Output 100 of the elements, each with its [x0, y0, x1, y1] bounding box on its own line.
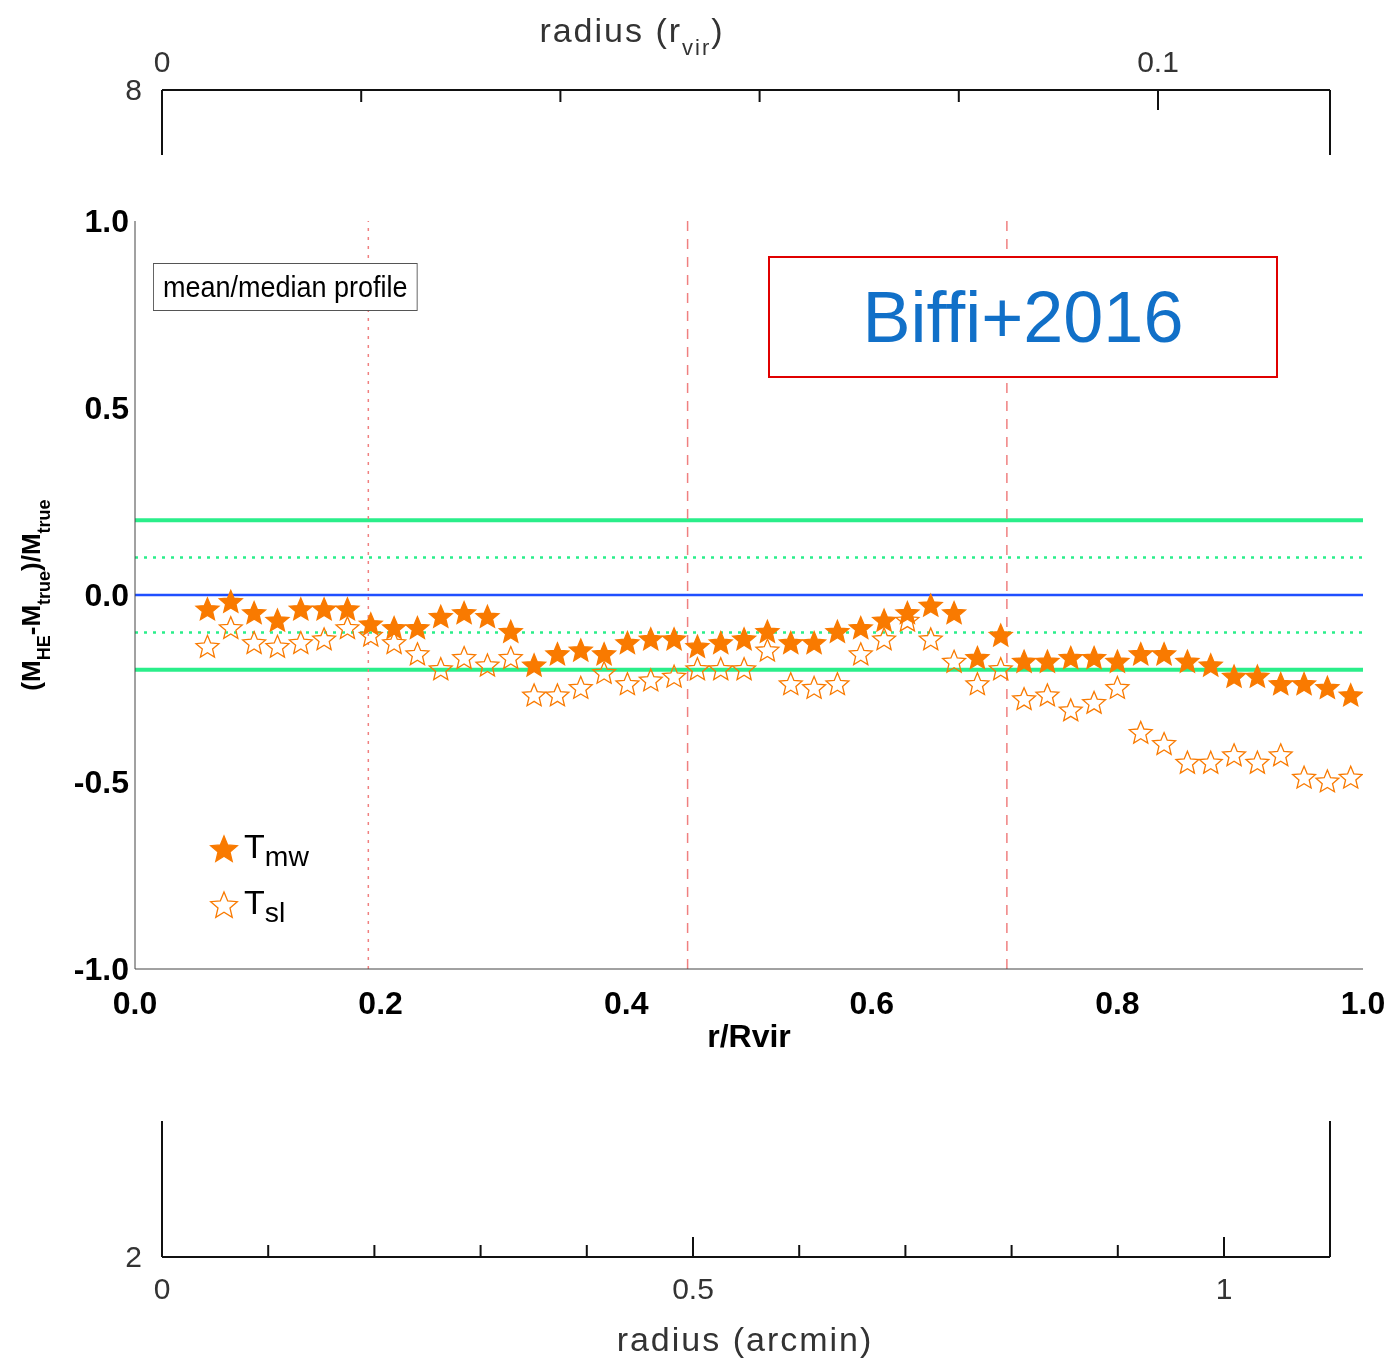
point: [755, 638, 780, 662]
y-tick-label: 0.0: [84, 577, 129, 614]
point: [1035, 649, 1060, 673]
point: [428, 604, 453, 628]
point: [708, 657, 733, 681]
point: [475, 604, 500, 628]
point: [452, 601, 477, 625]
text: 2: [125, 1240, 142, 1273]
text: radius (r$_{vir}$): [539, 11, 725, 60]
point: [1198, 653, 1223, 677]
point: [405, 642, 430, 666]
point: [265, 634, 290, 658]
point: [522, 683, 547, 707]
point: [848, 616, 873, 640]
text: 0: [153, 45, 171, 78]
point: [1245, 750, 1270, 774]
point: [918, 627, 943, 651]
point: [498, 645, 523, 669]
point: [615, 672, 640, 696]
point: [1128, 642, 1153, 666]
point: [1082, 645, 1107, 669]
point: [872, 627, 897, 651]
point: [242, 630, 267, 654]
point: [312, 597, 337, 621]
y-tick-label: 0.5: [84, 390, 129, 427]
point: [638, 627, 663, 651]
point: [265, 608, 290, 632]
point: [1012, 649, 1037, 673]
point: [1222, 743, 1247, 767]
point: [1105, 675, 1130, 699]
point: [592, 660, 617, 684]
text: 0.5: [672, 1272, 714, 1305]
point: [825, 672, 850, 696]
point: [288, 597, 313, 621]
point: [732, 627, 757, 651]
point: [918, 593, 943, 617]
point: [1315, 769, 1340, 793]
point: [382, 616, 407, 640]
point: [755, 619, 780, 643]
text: radius (arcmin): [616, 1320, 874, 1358]
annotation: Biffi+2016: [768, 256, 1278, 378]
point: [1198, 750, 1223, 774]
point: [662, 664, 687, 688]
point: [1338, 683, 1363, 707]
point: [942, 601, 967, 625]
point: [1058, 645, 1083, 669]
point: [1315, 675, 1340, 699]
y-tick-label: 1.0: [84, 203, 129, 240]
point: [1175, 750, 1200, 774]
point: [218, 616, 243, 640]
point: [615, 630, 640, 654]
point: [872, 608, 897, 632]
point: [662, 627, 687, 651]
point: [965, 645, 990, 669]
point: [568, 638, 593, 662]
point: [242, 601, 267, 625]
point: [1012, 687, 1037, 711]
point: [1128, 720, 1153, 744]
point: [1152, 731, 1177, 755]
point: [638, 668, 663, 692]
point: [335, 616, 360, 640]
point: [428, 657, 453, 681]
point: [1268, 743, 1293, 767]
legend-label: T$_{mw}$: [244, 827, 309, 873]
text: 8: [125, 73, 142, 106]
x-tick-label: 0.2: [358, 984, 403, 1021]
x-tick-label: 1.0: [1340, 984, 1386, 1021]
point: [778, 630, 803, 654]
point: [708, 630, 733, 654]
point: [802, 630, 827, 654]
point: [195, 634, 220, 658]
point: [568, 675, 593, 699]
text: 0: [153, 1272, 171, 1305]
point: [522, 653, 547, 677]
point: [592, 642, 617, 666]
point: [218, 589, 243, 613]
point: [1152, 642, 1177, 666]
point: [475, 653, 500, 677]
point: [988, 623, 1013, 647]
point: [312, 627, 337, 651]
point: [825, 619, 850, 643]
point: [1245, 664, 1270, 688]
point: [965, 672, 990, 696]
point: [848, 642, 873, 666]
point: [1268, 672, 1293, 696]
legend-label: T$_{sl}$: [244, 883, 286, 929]
point: [1175, 649, 1200, 673]
point: [988, 657, 1013, 681]
point: [685, 634, 710, 658]
y-tick-label: -0.5: [73, 764, 129, 801]
point: [1291, 672, 1317, 696]
text: 1: [1215, 1272, 1233, 1305]
point: [452, 645, 477, 669]
annotation: mean/median profile: [153, 263, 418, 311]
point: [1058, 698, 1083, 722]
point: [195, 597, 220, 621]
point: [288, 630, 313, 654]
point: [335, 597, 360, 621]
point: [802, 675, 827, 699]
x-axis-title: r/Rvir: [707, 1018, 791, 1054]
